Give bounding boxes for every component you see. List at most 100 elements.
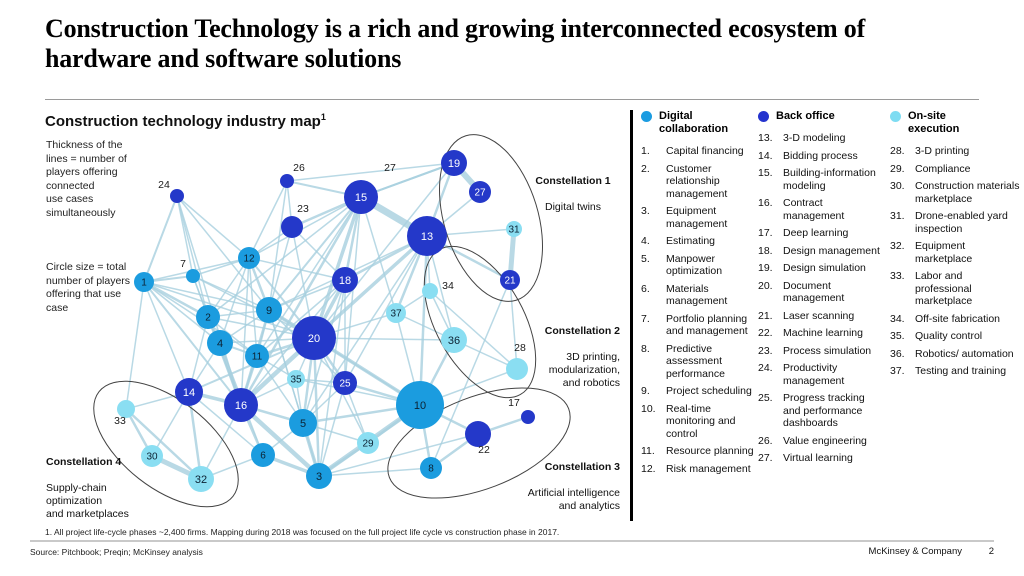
node-32-circle <box>188 466 214 492</box>
edge-29-10 <box>366 403 422 445</box>
edge-15-20 <box>312 195 363 340</box>
legend-item-label: Equipment marketplace <box>915 240 973 265</box>
legend-item: 12. Risk management <box>641 463 757 476</box>
node-35-circle <box>287 370 305 388</box>
node-29-circle <box>357 432 379 454</box>
constellation-3-label: Constellation 3 Artificial intelligence … <box>505 448 620 513</box>
edge-13-34 <box>426 235 431 292</box>
node-36-circle <box>441 327 467 353</box>
legend-item: 22. Machine learning <box>758 327 884 340</box>
edge-2-9 <box>207 309 270 318</box>
node-16-label: 16 <box>235 400 247 412</box>
edge-7-16 <box>192 275 242 406</box>
edge-23-9 <box>268 226 293 311</box>
node-10-circle <box>396 381 444 429</box>
edge-24-9 <box>176 195 270 311</box>
edge-24-7 <box>176 195 194 277</box>
on-site-execution-dot-icon <box>890 111 901 122</box>
edge-11-16 <box>239 354 259 407</box>
edge-13-36 <box>426 235 455 341</box>
legend-item: 16. Contract management <box>758 197 884 222</box>
legend-item-label: Construction materials marketplace <box>915 180 1020 205</box>
chart-title-footnote-marker: 1 <box>320 112 326 122</box>
edge-10-28 <box>419 368 518 406</box>
edge-18-11 <box>256 279 346 357</box>
edge-16-32 <box>200 404 242 480</box>
edge-16-14 <box>187 390 243 407</box>
node-24-circle <box>170 189 184 203</box>
edge-20-29 <box>313 337 369 444</box>
legend-item-number: 37. <box>890 365 905 377</box>
node-34-label: 34 <box>442 280 454 292</box>
title-divider <box>45 99 979 100</box>
node-25-label: 25 <box>339 379 351 390</box>
constellation-3-desc: Artificial intelligence and analytics <box>527 487 620 512</box>
edge-13-9 <box>268 235 428 311</box>
legend-item-label: Customer relationship management <box>666 162 728 200</box>
legend-item: 33. Labor and professional marketplace <box>890 270 1020 308</box>
legend-item-number: 17. <box>758 227 773 239</box>
node-25-circle <box>333 371 357 395</box>
node-7-circle <box>186 269 200 283</box>
edge-31-13 <box>426 228 515 237</box>
edge-9-16 <box>239 308 271 407</box>
legend-item-label: Design simulation <box>783 262 866 274</box>
node-37-label: 37 <box>390 309 402 320</box>
edge-22-17 <box>476 415 530 436</box>
node-13-circle <box>407 216 447 256</box>
edge-26-12 <box>248 180 288 259</box>
legend-item-number: 6. <box>641 282 650 295</box>
edge-10-36 <box>418 338 456 407</box>
digital-collaboration-items: 1. Capital financing 2. Customer relationsh… <box>641 145 757 475</box>
digital-collaboration-dot-icon <box>641 111 652 122</box>
edge-21-13 <box>425 234 512 282</box>
legend-item: 24. Productivity management <box>758 362 884 387</box>
edge-4-14 <box>188 342 221 393</box>
edge-19-27 <box>451 160 483 195</box>
edge-34-28 <box>429 290 518 370</box>
legend-item: 15. Building-information modeling <box>758 167 884 192</box>
edge-12-20 <box>248 257 315 339</box>
legend-item: 34. Off-site fabrication <box>890 313 1020 326</box>
legend-item: 3. Equipment management <box>641 205 757 230</box>
node-21-label: 21 <box>504 276 516 287</box>
edge-14-32 <box>187 390 203 481</box>
legend-item: 25. Progress tracking and performance das… <box>758 392 884 430</box>
legend-item: 1. Capital financing <box>641 145 757 158</box>
edge-12-9 <box>247 256 271 312</box>
node-2-circle <box>196 305 220 329</box>
legend-item-number: 27. <box>758 452 773 464</box>
edge-15-25 <box>344 196 362 384</box>
edge-19-15 <box>360 162 455 198</box>
edge-12-7 <box>192 257 250 277</box>
brand: McKinsey & Company <box>868 546 962 557</box>
node-12-circle <box>238 247 260 269</box>
edge-7-2 <box>192 275 209 318</box>
edge-18-3 <box>318 279 346 477</box>
edge-20-35 <box>295 337 315 380</box>
constellation-1-label: Constellation 1 Digital twins <box>527 162 619 214</box>
legend-item-label: Compliance <box>915 162 971 175</box>
legend-item-number: 7. <box>641 312 650 325</box>
legend-item: 27. Virtual learning <box>758 452 884 465</box>
node-27-label: 27 <box>474 188 486 199</box>
legend-item-number: 14. <box>758 149 773 162</box>
edge-7-9 <box>192 275 270 311</box>
node-36-label: 36 <box>448 335 460 347</box>
edge-19-13 <box>425 161 456 238</box>
edge-24-16 <box>176 195 242 406</box>
edge-9-5 <box>268 309 304 424</box>
edge-24-12 <box>176 195 250 259</box>
legend-item: 23. Process simulation <box>758 345 884 358</box>
node-5-circle <box>289 409 317 437</box>
legend-item-label: Bidding process <box>783 149 858 162</box>
constellation-2-desc: 3D printing, modularization, and robotic… <box>548 351 620 389</box>
constellation-1-ellipse <box>438 134 544 302</box>
edge-7-20 <box>192 275 315 339</box>
edge-12-2 <box>207 257 250 318</box>
edge-20-10 <box>312 336 422 407</box>
node-26-label: 26 <box>293 162 305 174</box>
legend-item-number: 22. <box>758 327 773 339</box>
node-10-label: 10 <box>414 400 426 412</box>
